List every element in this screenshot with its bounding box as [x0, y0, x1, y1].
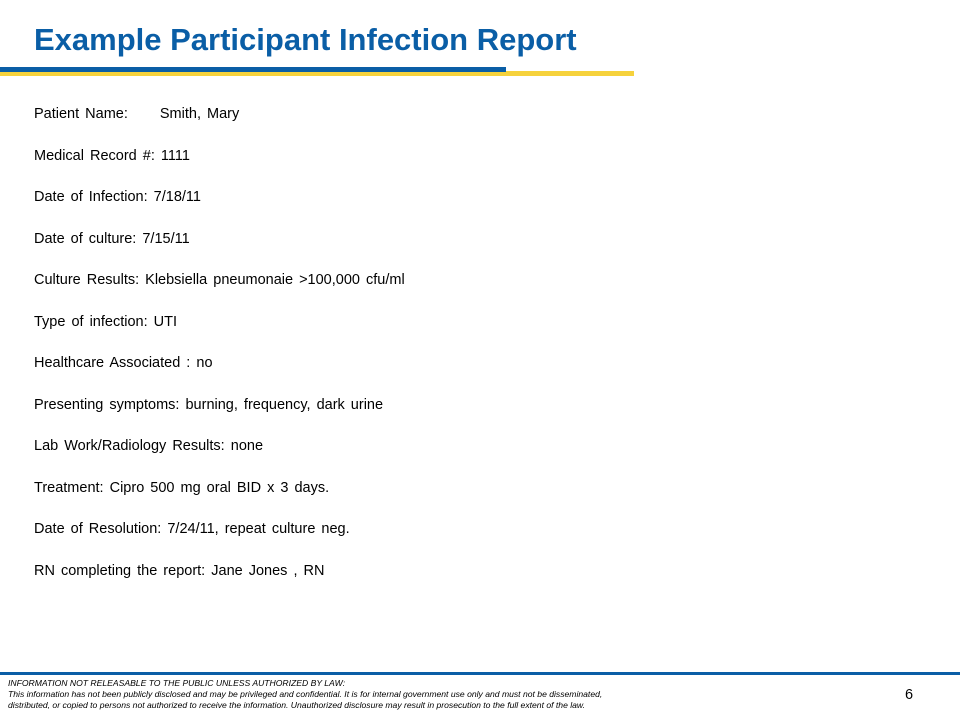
field-date-of-resolution: Date of Resolution: 7/24/11, repeat cult…	[34, 519, 405, 561]
field-presenting-symptoms: Presenting symptoms: burning, frequency,…	[34, 395, 405, 437]
title-underline-blue	[0, 67, 506, 72]
footer-disclaimer-line: This information has not been publicly d…	[8, 689, 603, 699]
field-value: Cipro 500 mg oral BID x 3 days.	[109, 479, 330, 496]
field-value: burning, frequency, dark urine	[185, 396, 384, 413]
field-value: Smith, Mary	[159, 106, 240, 122]
footer-disclaimer-line: distributed, or copied to persons not au…	[8, 700, 586, 710]
field-label: RN completing the report:	[34, 562, 206, 579]
field-label: Lab Work/Radiology Results:	[34, 438, 225, 454]
field-label: Treatment:	[34, 479, 104, 496]
title-underline-yellow-extension	[506, 71, 634, 76]
report-fields: Patient Name: Smith, Mary Medical Record …	[34, 104, 405, 602]
field-date-of-infection: Date of Infection: 7/18/11	[34, 187, 405, 229]
field-value: 7/15/11	[142, 230, 190, 247]
footer-rule	[0, 672, 960, 675]
field-medical-record: Medical Record #: 1111	[34, 146, 405, 188]
field-value: 7/18/11	[153, 189, 201, 205]
field-label: Date of Infection:	[34, 189, 148, 205]
field-value: 1111	[160, 147, 190, 164]
field-treatment: Treatment: Cipro 500 mg oral BID x 3 day…	[34, 478, 405, 520]
field-healthcare-associated: Healthcare Associated : no	[34, 353, 405, 395]
field-patient-name: Patient Name: Smith, Mary	[34, 104, 405, 146]
field-label: Culture Results:	[34, 272, 140, 288]
field-label: Presenting symptoms:	[34, 396, 180, 413]
field-value: none	[230, 438, 264, 454]
field-value: 7/24/11, repeat culture neg.	[167, 521, 350, 537]
field-date-of-culture: Date of culture: 7/15/11	[34, 229, 405, 271]
field-value: no	[196, 355, 213, 371]
field-value: Klebsiella pneumonaie >100,000 cfu/ml	[145, 272, 405, 288]
field-rn-completing-report: RN completing the report: Jane Jones , R…	[34, 561, 405, 603]
field-value: Jane Jones , RN	[211, 562, 325, 579]
footer-disclaimer: INFORMATION NOT RELEASABLE TO THE PUBLIC…	[8, 678, 808, 711]
field-label: Date of culture:	[34, 230, 137, 247]
page-number: 6	[905, 687, 914, 703]
field-label: Date of Resolution:	[34, 521, 162, 537]
field-label: Type of infection:	[34, 313, 148, 330]
field-value: UTI	[153, 313, 178, 330]
field-type-of-infection: Type of infection: UTI	[34, 312, 405, 354]
field-culture-results: Culture Results: Klebsiella pneumonaie >1…	[34, 270, 405, 312]
page-title: Example Participant Infection Report	[34, 22, 577, 57]
field-lab-work-radiology: Lab Work/Radiology Results: none	[34, 436, 405, 478]
footer-disclaimer-heading: INFORMATION NOT RELEASABLE TO THE PUBLIC…	[8, 678, 346, 688]
field-label: Healthcare Associated :	[34, 355, 191, 371]
field-label: Patient Name:	[34, 106, 128, 122]
title-underline-yellow	[0, 72, 506, 76]
field-label: Medical Record #:	[34, 147, 155, 164]
